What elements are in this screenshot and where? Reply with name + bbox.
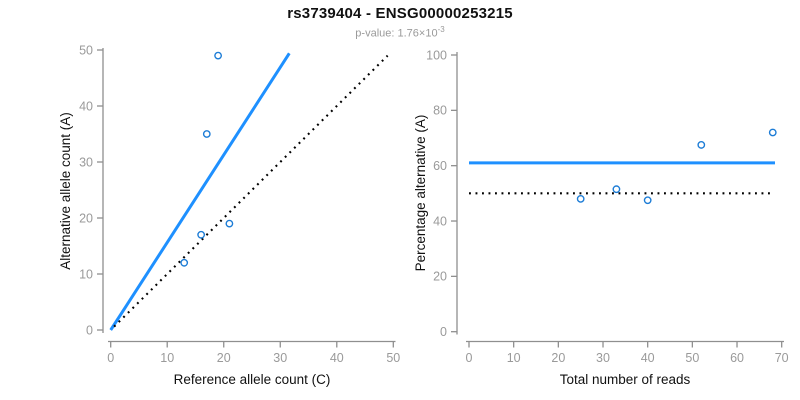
data-point: [180, 258, 189, 267]
x-tick-label: 40: [330, 351, 344, 365]
x-tick-label: 10: [160, 351, 174, 365]
y-tick-label: 10: [79, 267, 93, 281]
x-axis-label: Reference allele count (C): [174, 372, 331, 387]
x-tick-label: 30: [596, 351, 610, 365]
x-tick-label: 60: [730, 351, 744, 365]
y-tick-label: 100: [426, 48, 447, 62]
data-point: [576, 194, 585, 203]
data-point: [697, 141, 706, 149]
identity-line: [113, 54, 389, 328]
y-tick-label: 30: [79, 155, 93, 169]
y-tick-label: 50: [79, 43, 93, 57]
y-tick-label: 20: [79, 211, 93, 225]
x-axis-label: Total number of reads: [560, 372, 691, 387]
y-tick-label: 40: [433, 214, 447, 228]
right-plot: 0 20 40 60 80 100 0 10 20 30 40 50 60 70 Total number …: [413, 48, 789, 387]
y-tick-label: 60: [433, 159, 447, 173]
figure-pvalue-subtitle: p-value: 1.76×10-3: [0, 25, 800, 40]
left-plot: 0 10 20 30 40 50 0 10 20 30 40 50 Reference allele c…: [58, 43, 400, 387]
data-point: [612, 185, 621, 194]
y-tick-label: 40: [79, 99, 93, 113]
data-point: [202, 130, 211, 138]
data-point: [214, 51, 222, 60]
x-tick-label: 10: [507, 351, 521, 365]
y-tick-label: 0: [86, 323, 93, 337]
y-axis-label: Alternative allele count (A): [58, 112, 73, 270]
x-tick-label: 40: [641, 351, 655, 365]
data-point: [225, 219, 234, 228]
figure-title: rs3739404 - ENSG00000253215: [287, 5, 513, 22]
pvalue-text: p-value: 1.76×10: [355, 27, 438, 40]
fitted-allelic-ratio-line: [109, 52, 291, 331]
x-tick-label: 0: [107, 351, 114, 365]
x-tick-label: 70: [775, 351, 789, 365]
y-axis-label: Percentage alternative (A): [413, 115, 428, 272]
x-tick-label: 30: [273, 351, 287, 365]
pvalue-exponent: -3: [437, 25, 445, 34]
x-tick-label: 50: [685, 351, 699, 365]
x-tick-label: 0: [466, 351, 473, 365]
y-tick-label: 0: [440, 325, 447, 339]
data-point: [197, 230, 206, 239]
data-point: [643, 196, 652, 205]
y-tick-label: 20: [433, 270, 447, 284]
x-tick-label: 50: [386, 351, 400, 365]
data-point: [768, 128, 777, 137]
x-tick-label: 20: [217, 351, 231, 365]
x-tick-label: 20: [551, 351, 565, 365]
y-tick-label: 80: [433, 104, 447, 118]
